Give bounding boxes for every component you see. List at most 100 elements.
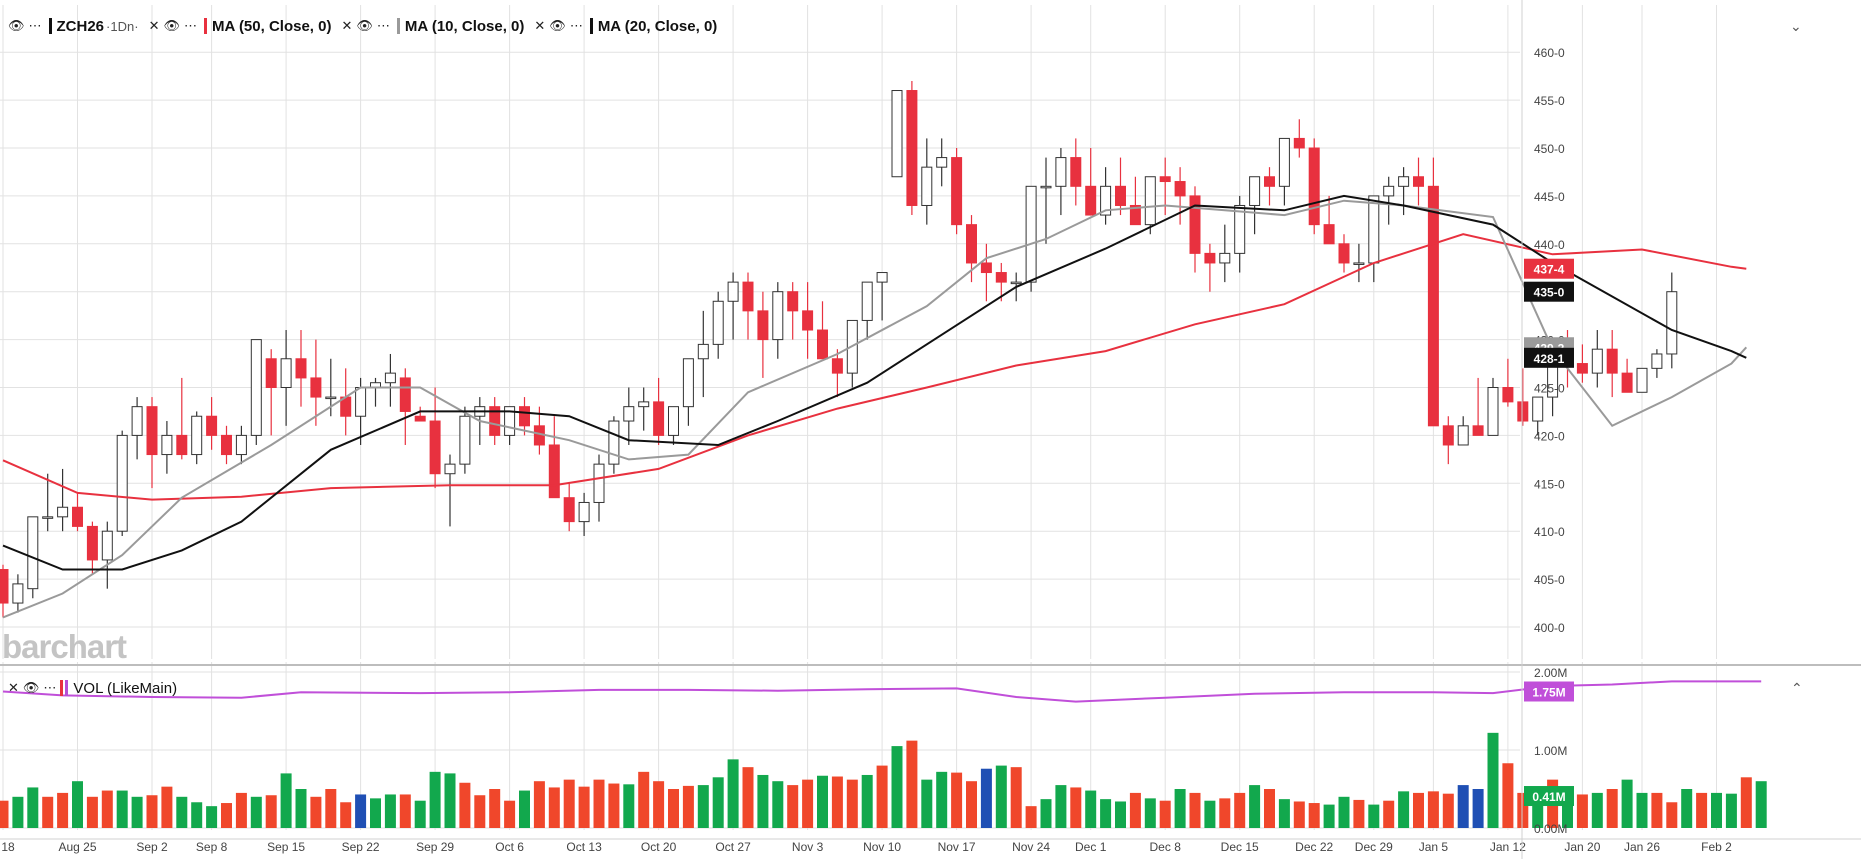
- candlestick[interactable]: [221, 425, 232, 465]
- candlestick[interactable]: [980, 243, 992, 302]
- volume-bar[interactable]: [1383, 800, 1395, 828]
- candlestick[interactable]: [161, 421, 173, 474]
- candlestick[interactable]: [1636, 367, 1648, 393]
- volume-bar[interactable]: [1517, 792, 1529, 828]
- candlestick[interactable]: [787, 282, 799, 340]
- candlestick[interactable]: [936, 138, 948, 187]
- candlestick[interactable]: [831, 349, 843, 398]
- candlestick[interactable]: [802, 282, 814, 359]
- eye-icon[interactable]: 👁: [163, 18, 180, 33]
- candlestick[interactable]: [682, 358, 694, 426]
- volume-bar[interactable]: [1696, 792, 1708, 828]
- volume-bar[interactable]: [504, 800, 516, 828]
- close-icon[interactable]: ✕: [341, 18, 353, 33]
- eye-icon[interactable]: 👁: [356, 18, 373, 33]
- volume-bar[interactable]: [1562, 792, 1573, 828]
- candlestick[interactable]: [1249, 176, 1261, 235]
- volume-bar[interactable]: [1666, 802, 1678, 828]
- candlestick[interactable]: [1040, 157, 1052, 244]
- volume-bar[interactable]: [1323, 804, 1335, 828]
- volume-bar[interactable]: [1070, 787, 1082, 828]
- candlestick[interactable]: [921, 138, 933, 225]
- candlestick[interactable]: [250, 339, 262, 445]
- candlestick[interactable]: [772, 282, 784, 359]
- volume-bar[interactable]: [42, 796, 54, 828]
- volume-bar[interactable]: [921, 779, 933, 828]
- volume-bar[interactable]: [712, 777, 724, 828]
- volume-bar[interactable]: [697, 785, 709, 828]
- volume-bar[interactable]: [206, 806, 218, 828]
- volume-bar[interactable]: [876, 765, 888, 828]
- candlestick[interactable]: [1278, 137, 1290, 206]
- volume-bar[interactable]: [12, 796, 24, 828]
- expand-pane-icon[interactable]: ⌃: [1791, 680, 1803, 696]
- candlestick[interactable]: [1576, 344, 1588, 383]
- volume-bar[interactable]: [1740, 777, 1752, 828]
- candlestick[interactable]: [176, 377, 188, 460]
- volume-bar[interactable]: [548, 787, 560, 828]
- volume-bar[interactable]: [1502, 763, 1514, 828]
- volume-bar[interactable]: [86, 796, 98, 828]
- candlestick[interactable]: [1085, 148, 1097, 216]
- candlestick[interactable]: [1055, 148, 1067, 216]
- volume-bar[interactable]: [176, 796, 188, 828]
- volume-bar[interactable]: [757, 774, 769, 828]
- volume-bar[interactable]: [235, 792, 247, 828]
- candlestick[interactable]: [638, 387, 650, 431]
- candlestick[interactable]: [1427, 157, 1439, 427]
- candlestick[interactable]: [72, 492, 83, 532]
- candlestick[interactable]: [265, 349, 277, 436]
- volume-bar[interactable]: [846, 779, 858, 828]
- volume-bar[interactable]: [608, 783, 620, 828]
- volume-bar[interactable]: [1234, 792, 1246, 828]
- candlestick[interactable]: [563, 483, 575, 532]
- volume-bar[interactable]: [1442, 793, 1454, 828]
- candlestick[interactable]: [548, 416, 560, 499]
- volume-bar[interactable]: [727, 759, 739, 828]
- volume-bar[interactable]: [563, 779, 575, 828]
- volume-bar[interactable]: [1189, 792, 1201, 828]
- volume-bar[interactable]: [1368, 804, 1380, 828]
- volume-bar[interactable]: [1219, 798, 1231, 828]
- volume-bar[interactable]: [414, 800, 426, 828]
- candlestick[interactable]: [995, 262, 1007, 302]
- candlestick[interactable]: [1219, 224, 1231, 283]
- volume-bar[interactable]: [489, 789, 501, 828]
- candlestick[interactable]: [1472, 377, 1484, 436]
- candlestick[interactable]: [1264, 167, 1275, 206]
- volume-bar[interactable]: [1100, 799, 1112, 828]
- volume-bar[interactable]: [1174, 789, 1186, 828]
- volume-bar[interactable]: [116, 790, 128, 828]
- volume-bar[interactable]: [1606, 789, 1618, 828]
- volume-bar[interactable]: [355, 794, 367, 828]
- candlestick[interactable]: [1666, 272, 1678, 369]
- volume-bar[interactable]: [1591, 792, 1603, 828]
- volume-bar[interactable]: [578, 786, 590, 828]
- candlestick[interactable]: [295, 330, 307, 407]
- candlestick[interactable]: [42, 473, 54, 532]
- candlestick[interactable]: [817, 301, 828, 360]
- eye-icon[interactable]: 👁: [8, 18, 25, 33]
- volume-bar[interactable]: [295, 789, 307, 828]
- candlestick[interactable]: [1129, 176, 1141, 226]
- volume-bar[interactable]: [936, 771, 948, 828]
- candlestick[interactable]: [1383, 176, 1395, 225]
- volume-bar[interactable]: [72, 781, 83, 828]
- candlestick[interactable]: [1115, 157, 1126, 216]
- volume-bar[interactable]: [161, 786, 173, 828]
- candlestick[interactable]: [280, 330, 292, 426]
- volume-bar[interactable]: [1204, 800, 1216, 828]
- volume-bar[interactable]: [265, 795, 277, 828]
- close-icon[interactable]: ✕: [534, 18, 546, 33]
- candlestick[interactable]: [757, 291, 769, 378]
- volume-bar[interactable]: [817, 775, 828, 828]
- volume-bar[interactable]: [1353, 799, 1365, 828]
- price-plot[interactable]: [0, 80, 1748, 619]
- candlestick[interactable]: [0, 564, 9, 618]
- candlestick[interactable]: [1174, 167, 1186, 225]
- legend-symbol[interactable]: 👁 ⋯ ZCH26 ·1Dn·: [8, 18, 139, 35]
- volume-bar[interactable]: [519, 790, 530, 828]
- candlestick[interactable]: [668, 406, 679, 445]
- candlestick[interactable]: [593, 454, 605, 522]
